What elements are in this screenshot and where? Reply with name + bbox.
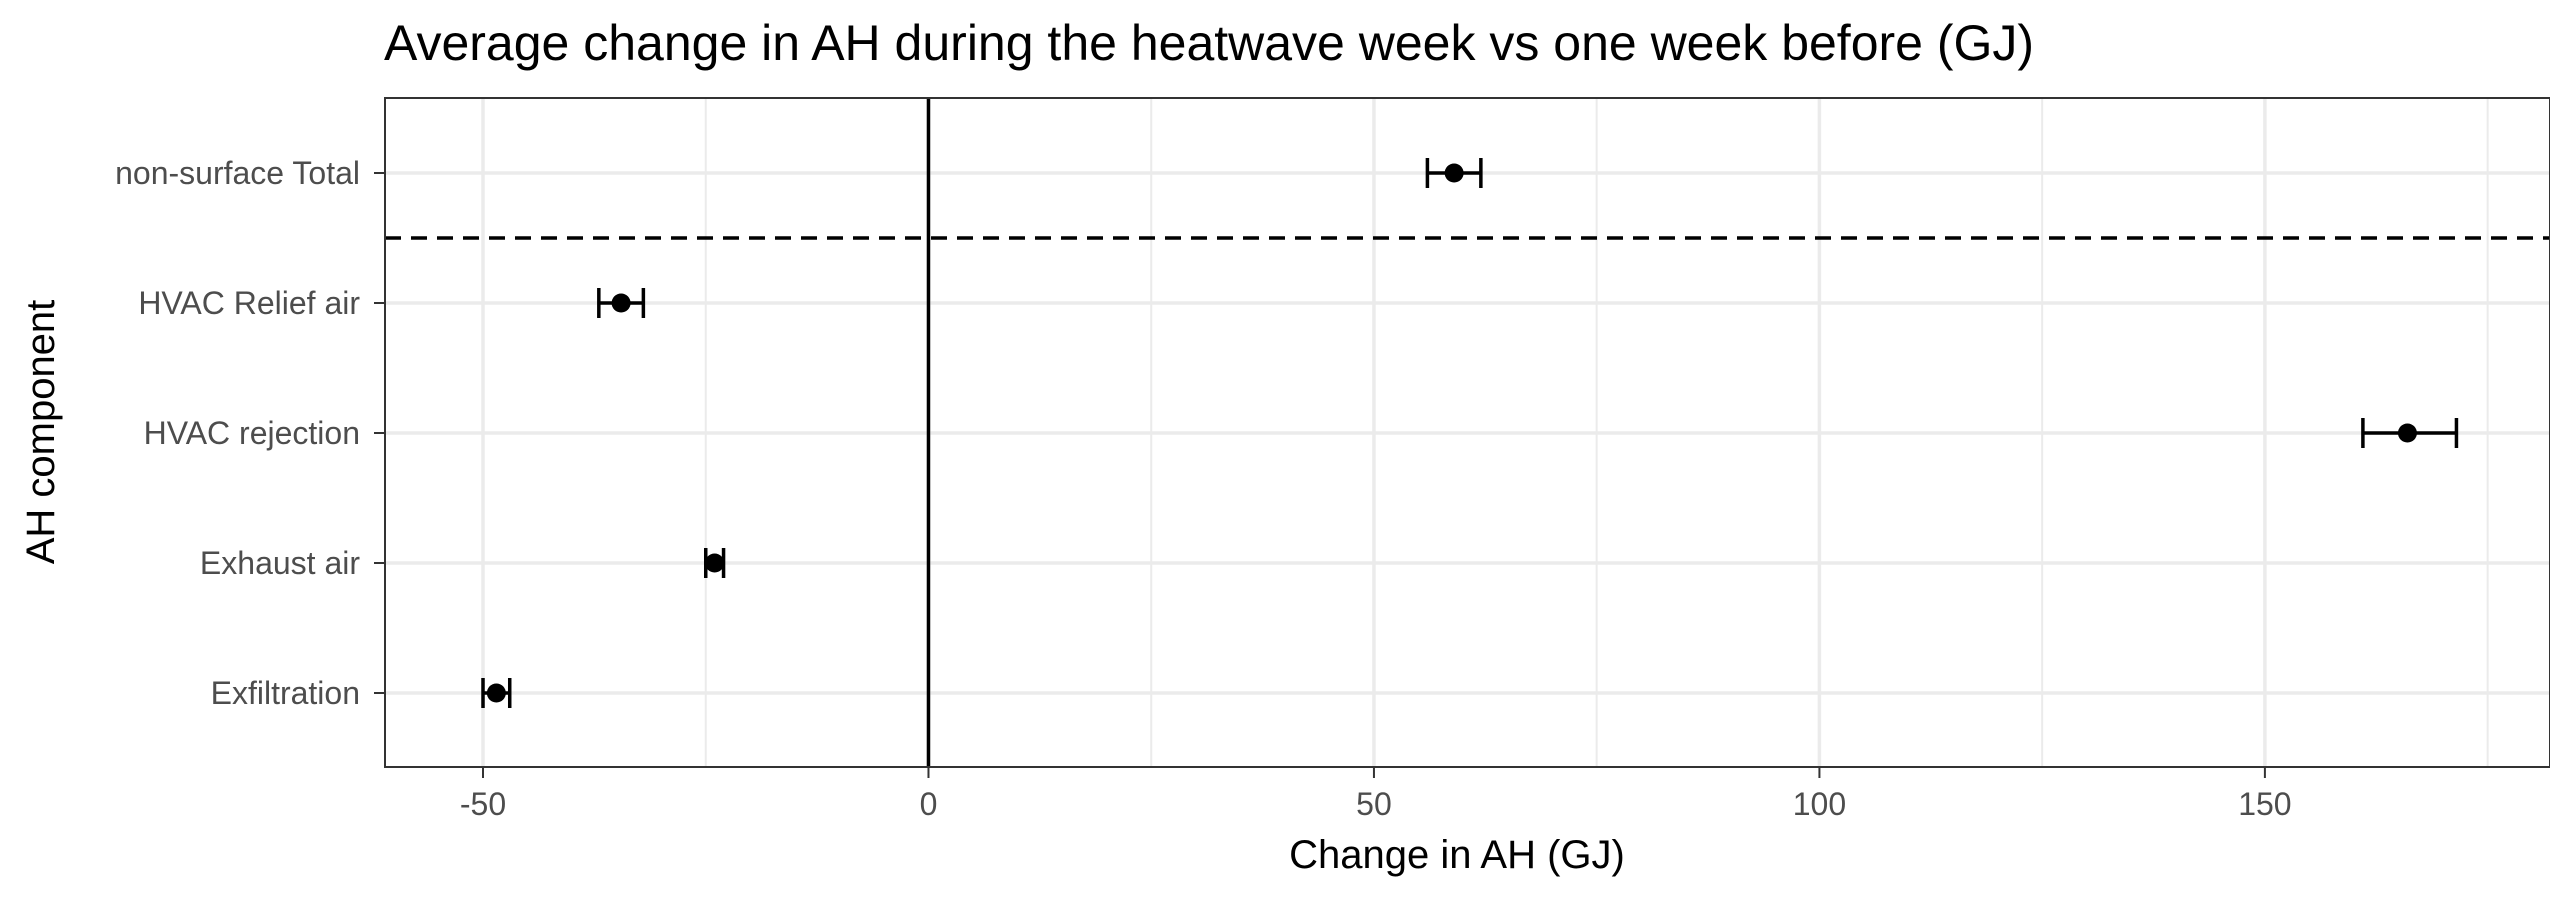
x-axis-title: Change in AH (GJ) [1289,833,1625,877]
data-marks [481,158,2459,708]
y-tick-label: HVAC rejection [144,415,360,451]
data-point [2397,423,2417,443]
y-tick-label: Exhaust air [200,545,360,581]
x-tick-label: -50 [460,786,506,822]
reference-lines [385,98,2550,767]
grid [385,98,2550,767]
y-axis: non-surface Total HVAC Relief air HVAC rej… [115,155,385,711]
y-tick-label: Exfiltration [211,675,360,711]
data-point [486,683,506,703]
data-point [1444,163,1464,183]
data-point [705,553,725,573]
y-axis-title: AH component [19,300,63,565]
y-tick-label: non-surface Total [115,155,360,191]
data-point [611,293,631,313]
x-tick-label: 150 [2238,786,2291,822]
x-axis: -50 0 50 100 150 [460,767,2292,822]
chart-title: Average change in AH during the heatwave… [384,15,2034,71]
x-tick-label: 100 [1793,786,1846,822]
y-tick-label: HVAC Relief air [138,285,360,321]
x-tick-label: 50 [1356,786,1392,822]
x-tick-label: 0 [920,786,938,822]
